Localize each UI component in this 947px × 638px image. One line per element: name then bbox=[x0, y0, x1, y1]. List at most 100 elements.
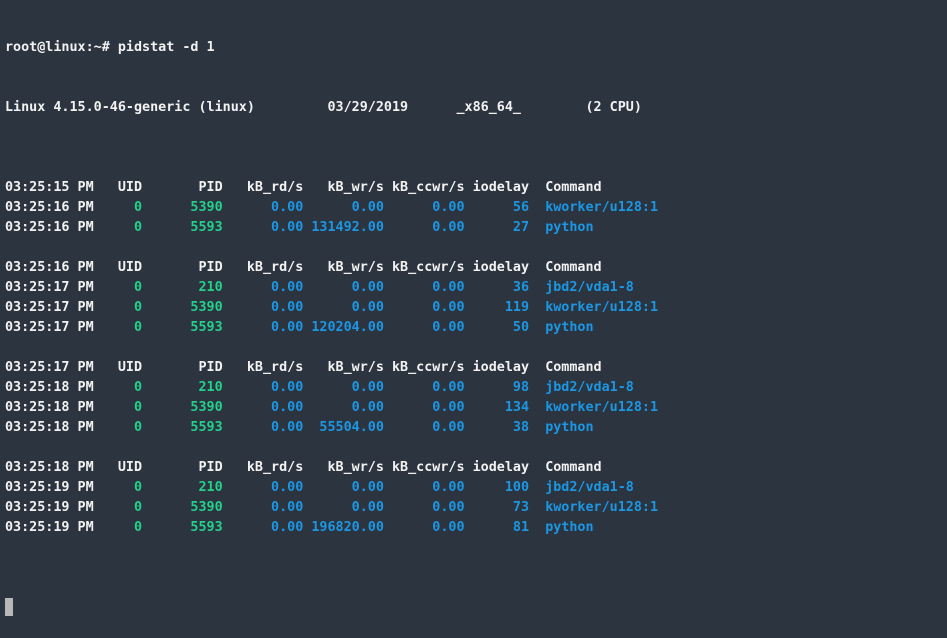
pid: 5593 bbox=[142, 420, 223, 435]
time: 03:25:19 PM bbox=[5, 480, 94, 495]
kb-ccwr: 0.00 bbox=[383, 320, 465, 335]
iodelay: 134 bbox=[464, 400, 530, 415]
header-kb-wr: kB_wr/s bbox=[303, 180, 384, 195]
kb-ccwr: 0.00 bbox=[383, 520, 465, 535]
kb-wr: 0.00 bbox=[303, 380, 384, 395]
uid: 0 bbox=[93, 220, 143, 235]
cursor-line bbox=[5, 598, 658, 618]
iodelay: 119 bbox=[464, 300, 530, 315]
uid: 0 bbox=[93, 420, 143, 435]
header-kb-wr: kB_wr/s bbox=[303, 360, 384, 375]
kernel-info: Linux 4.15.0-46-generic (linux) bbox=[5, 100, 255, 115]
header-iodelay: iodelay bbox=[464, 460, 530, 475]
kb-ccwr: 0.00 bbox=[383, 480, 465, 495]
system-info-line: Linux 4.15.0-46-generic (linux) 03/29/20… bbox=[5, 98, 658, 118]
time: 03:25:18 PM bbox=[5, 400, 94, 415]
kb-wr: 0.00 bbox=[303, 500, 384, 515]
blank-line bbox=[5, 238, 658, 258]
kb-wr: 55504.00 bbox=[303, 420, 384, 435]
command-prompt: root@linux:~# pidstat -d 1 bbox=[5, 40, 215, 55]
process-row: 03:25:19 PM 0 210 0.00 0.00 0.00 100 jbd… bbox=[5, 478, 658, 498]
kb-rd: 0.00 bbox=[222, 280, 304, 295]
pid: 5390 bbox=[142, 200, 223, 215]
header-uid: UID bbox=[93, 180, 143, 195]
uid: 0 bbox=[93, 280, 143, 295]
kb-rd: 0.00 bbox=[222, 300, 304, 315]
kb-rd: 0.00 bbox=[222, 520, 304, 535]
header-time: 03:25:18 PM bbox=[5, 460, 94, 475]
column-header: 03:25:18 PM UID PID kB_rd/s kB_wr/s kB_c… bbox=[5, 458, 658, 478]
pid: 210 bbox=[142, 480, 223, 495]
iodelay: 56 bbox=[464, 200, 530, 215]
header-pid: PID bbox=[142, 360, 223, 375]
process-row: 03:25:17 PM 0 210 0.00 0.00 0.00 36 jbd2… bbox=[5, 278, 658, 298]
kb-rd: 0.00 bbox=[222, 380, 304, 395]
process-row: 03:25:18 PM 0 5593 0.00 55504.00 0.00 38… bbox=[5, 418, 658, 438]
header-iodelay: iodelay bbox=[464, 180, 530, 195]
blank-line bbox=[5, 158, 658, 178]
header-kb-wr: kB_wr/s bbox=[303, 260, 384, 275]
iodelay: 98 bbox=[464, 380, 530, 395]
cursor bbox=[5, 598, 13, 616]
kb-rd: 0.00 bbox=[222, 220, 304, 235]
uid: 0 bbox=[93, 480, 143, 495]
header-command: Command bbox=[545, 260, 602, 275]
iodelay: 38 bbox=[464, 420, 530, 435]
uid: 0 bbox=[93, 500, 143, 515]
command: kworker/u128:1 bbox=[545, 500, 659, 515]
arch: _x86_64_ bbox=[456, 100, 521, 115]
header-time: 03:25:16 PM bbox=[5, 260, 94, 275]
column-header: 03:25:16 PM UID PID kB_rd/s kB_wr/s kB_c… bbox=[5, 258, 658, 278]
time: 03:25:16 PM bbox=[5, 200, 94, 215]
process-row: 03:25:18 PM 0 210 0.00 0.00 0.00 98 jbd2… bbox=[5, 378, 658, 398]
iodelay: 81 bbox=[464, 520, 530, 535]
command: jbd2/vda1-8 bbox=[545, 280, 634, 295]
time: 03:25:19 PM bbox=[5, 500, 94, 515]
header-command: Command bbox=[545, 360, 602, 375]
header-kb-ccwr: kB_ccwr/s bbox=[383, 360, 465, 375]
header-pid: PID bbox=[142, 460, 223, 475]
pid: 210 bbox=[142, 280, 223, 295]
cpu-count: (2 CPU) bbox=[585, 100, 642, 115]
uid: 0 bbox=[93, 200, 143, 215]
header-pid: PID bbox=[142, 260, 223, 275]
terminal-output[interactable]: root@linux:~# pidstat -d 1 Linux 4.15.0-… bbox=[5, 0, 658, 638]
time: 03:25:18 PM bbox=[5, 380, 94, 395]
blank-line bbox=[5, 538, 658, 558]
process-row: 03:25:19 PM 0 5593 0.00 196820.00 0.00 8… bbox=[5, 518, 658, 538]
header-kb-wr: kB_wr/s bbox=[303, 460, 384, 475]
header-command: Command bbox=[545, 460, 602, 475]
kb-ccwr: 0.00 bbox=[383, 380, 465, 395]
kb-ccwr: 0.00 bbox=[383, 200, 465, 215]
kb-rd: 0.00 bbox=[222, 480, 304, 495]
pid: 5593 bbox=[142, 320, 223, 335]
header-iodelay: iodelay bbox=[464, 360, 530, 375]
command: kworker/u128:1 bbox=[545, 200, 659, 215]
kb-ccwr: 0.00 bbox=[383, 400, 465, 415]
header-pid: PID bbox=[142, 180, 223, 195]
time: 03:25:16 PM bbox=[5, 220, 94, 235]
iodelay: 73 bbox=[464, 500, 530, 515]
header-kb-ccwr: kB_ccwr/s bbox=[383, 260, 465, 275]
pid: 5390 bbox=[142, 500, 223, 515]
command: python bbox=[545, 420, 594, 435]
uid: 0 bbox=[93, 400, 143, 415]
kb-rd: 0.00 bbox=[222, 200, 304, 215]
uid: 0 bbox=[93, 520, 143, 535]
pid: 5593 bbox=[142, 220, 223, 235]
time: 03:25:17 PM bbox=[5, 320, 94, 335]
header-kb-rd: kB_rd/s bbox=[222, 260, 304, 275]
blank-line bbox=[5, 338, 658, 358]
command: python bbox=[545, 520, 594, 535]
command: jbd2/vda1-8 bbox=[545, 380, 634, 395]
kb-wr: 0.00 bbox=[303, 280, 384, 295]
kb-wr: 0.00 bbox=[303, 300, 384, 315]
blank-line bbox=[5, 438, 658, 458]
uid: 0 bbox=[93, 320, 143, 335]
process-row: 03:25:19 PM 0 5390 0.00 0.00 0.00 73 kwo… bbox=[5, 498, 658, 518]
command: kworker/u128:1 bbox=[545, 300, 659, 315]
header-uid: UID bbox=[93, 360, 143, 375]
header-kb-rd: kB_rd/s bbox=[222, 460, 304, 475]
kb-wr: 120204.00 bbox=[303, 320, 384, 335]
pid: 5593 bbox=[142, 520, 223, 535]
